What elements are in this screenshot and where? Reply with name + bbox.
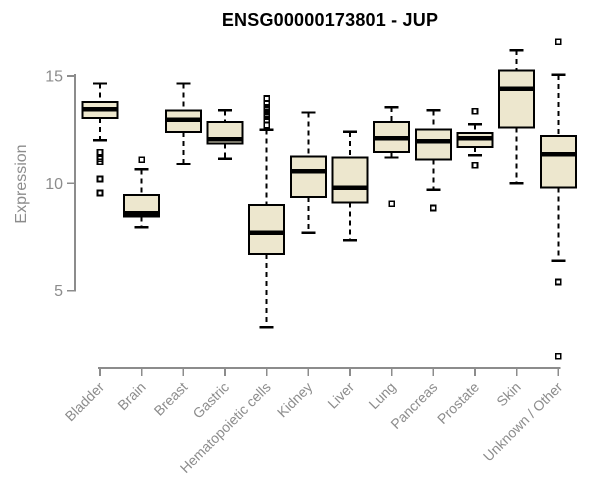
x-tick-label-brain: Brain (114, 379, 148, 413)
y-tick-label-10: 10 (45, 176, 63, 193)
x-tick-label-kidney: Kidney (274, 379, 316, 421)
box-hematopoietic-cells (248, 203, 286, 256)
outlier-hematopoietic-cells-7 (263, 122, 270, 129)
x-tick-label-bladder: Bladder (62, 379, 108, 425)
box-skin (498, 69, 536, 129)
outlier-lung-0 (388, 200, 395, 207)
outlier-unknown-other-0 (555, 38, 562, 45)
y-tick-label-5: 5 (54, 283, 63, 300)
x-tick-label-lung: Lung (365, 379, 398, 412)
box-unknown-other (539, 135, 577, 189)
x-tick-label-liver: Liver (324, 379, 357, 412)
chart-title: ENSG00000173801 - JUP (221, 10, 439, 30)
outlier-hematopoietic-cells-0 (263, 95, 270, 102)
x-tick-label-prostate: Prostate (434, 379, 482, 427)
outlier-bladder-4 (96, 189, 104, 197)
outlier-pancreas-0 (430, 204, 437, 212)
box-pancreas (414, 128, 452, 161)
x-tick-label-unknown-other: Unknown / Other (480, 379, 566, 465)
outlier-bladder-2 (96, 158, 104, 166)
box-kidney (289, 155, 327, 199)
box-liver (331, 156, 369, 204)
x-tick-label-breast: Breast (151, 379, 191, 419)
outlier-prostate-0 (471, 108, 479, 115)
outlier-brain-0 (138, 156, 145, 163)
outlier-unknown-other-1 (555, 278, 562, 286)
outlier-bladder-3 (96, 175, 104, 183)
outlier-unknown-other-2 (555, 352, 562, 360)
y-tick-label-15: 15 (45, 69, 63, 86)
x-tick-label-skin: Skin (493, 379, 524, 410)
outlier-bladder-0 (96, 148, 104, 156)
outlier-prostate-1 (471, 161, 479, 169)
